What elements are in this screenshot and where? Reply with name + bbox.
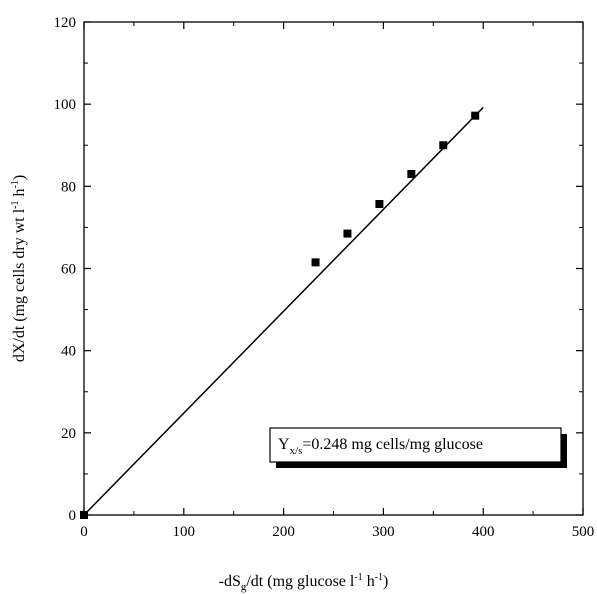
y-axis-label: dX/dt (mg cells dry wt l-1 h-1) [10,175,28,362]
x-axis-label: -dSg/dt (mg glucose l-1 h-1) [219,572,389,593]
data-point [375,199,384,208]
x-label-part: h [363,573,375,590]
x-tick-label: 500 [572,524,595,540]
y-label-part: ) [11,175,28,180]
data-points [80,111,480,519]
y-label-superscript: -1 [10,180,21,188]
data-point [407,170,416,179]
x-label-subscript: g [241,581,247,593]
annotation-subscript: x/s [290,445,303,457]
x-tick-label: 100 [173,524,196,540]
y-label-part: h [11,189,28,201]
annotation-text: Yx/s=0.248 mg cells/mg glucose [278,436,483,457]
x-label-superscript: -1 [375,572,383,583]
data-point [439,141,448,150]
x-label-part: /dt (mg glucose l [246,573,355,590]
fit-line [83,106,484,516]
y-tick-label: 100 [54,97,77,113]
y-tick-label: 120 [54,15,77,31]
data-point [343,229,352,238]
annotation-y-symbol: Y [278,436,290,453]
y-tick-label: 60 [61,262,76,278]
y-tick-label: 40 [61,344,76,360]
yield-annotation: Yx/s=0.248 mg cells/mg glucose [269,427,567,468]
x-tick-label: 0 [80,524,88,540]
x-tick-label: 300 [372,524,395,540]
y-tick-label: 20 [61,426,76,442]
y-tick-label: 80 [61,179,76,195]
x-label-part: -dS [219,573,241,590]
x-label-superscript: -1 [354,572,362,583]
y-label-part: dX/dt (mg cells dry wt l [11,208,28,362]
data-point [80,511,88,519]
data-point [311,258,320,267]
annotation-value: =0.248 mg cells/mg glucose [302,436,483,453]
data-point [471,111,480,120]
y-tick-label: 0 [69,508,77,524]
x-tick-label: 400 [472,524,495,540]
annotation-box [269,427,562,463]
ticks-layer: 0 100 200 300 400 500 0 20 40 60 80 100 120 [54,15,595,540]
plot-area-frame [83,21,584,516]
x-tick-label: 200 [272,524,295,540]
y-label-superscript: -1 [10,201,21,209]
x-label-part: ) [383,573,388,590]
